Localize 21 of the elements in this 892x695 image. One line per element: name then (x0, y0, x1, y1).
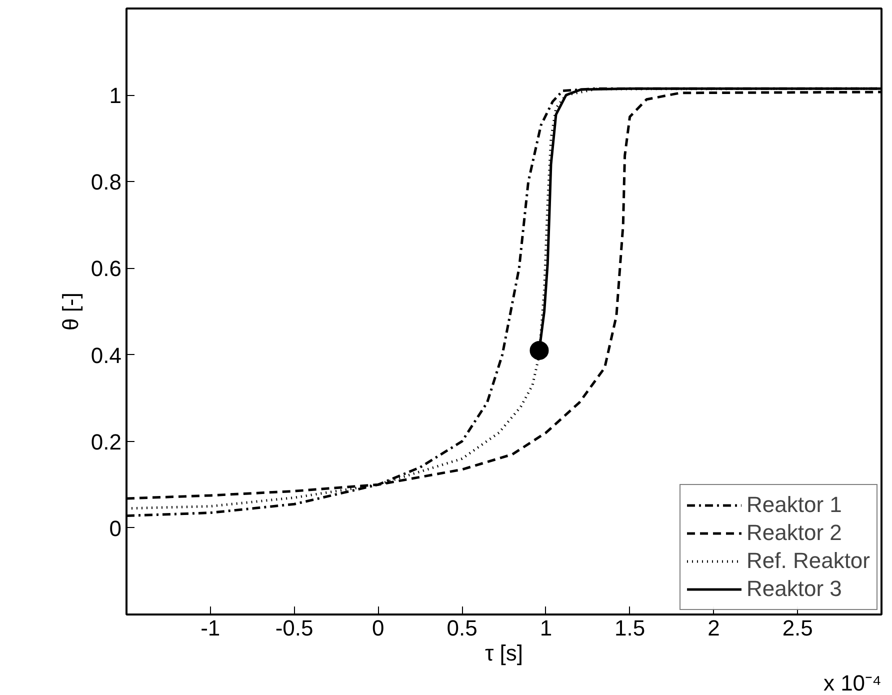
legend-label: Reaktor 2 (746, 519, 842, 547)
x-tick-label: 0 (372, 616, 384, 640)
y-axis-title: θ [-] (58, 292, 83, 330)
x-tick-label: 2.5 (782, 616, 813, 640)
y-tick-label: 0 (109, 516, 122, 541)
x-axis-title: τ [s] (484, 640, 524, 666)
x-tick-label: 2 (708, 616, 720, 640)
x-tick-label: -0.5 (275, 616, 314, 640)
y-tick-label: 0.6 (90, 256, 122, 282)
legend-label: Reaktor 1 (746, 491, 842, 519)
y-tick-label: 0.4 (90, 342, 122, 368)
y-tick-label: 0.2 (90, 429, 122, 454)
legend-label: Ref. Reaktor (746, 547, 870, 575)
x-tick-label: 0.5 (446, 616, 478, 640)
x-tick-label: 1.5 (614, 616, 646, 640)
y-tick-label: 0.8 (90, 170, 122, 195)
legend-label: Reaktor 3 (746, 575, 842, 603)
x-tick-label: 1 (540, 616, 552, 640)
x-tick-label: -1 (200, 616, 220, 640)
y-tick-label: 1 (109, 83, 122, 108)
text: x 10⁻⁴ (823, 670, 882, 695)
